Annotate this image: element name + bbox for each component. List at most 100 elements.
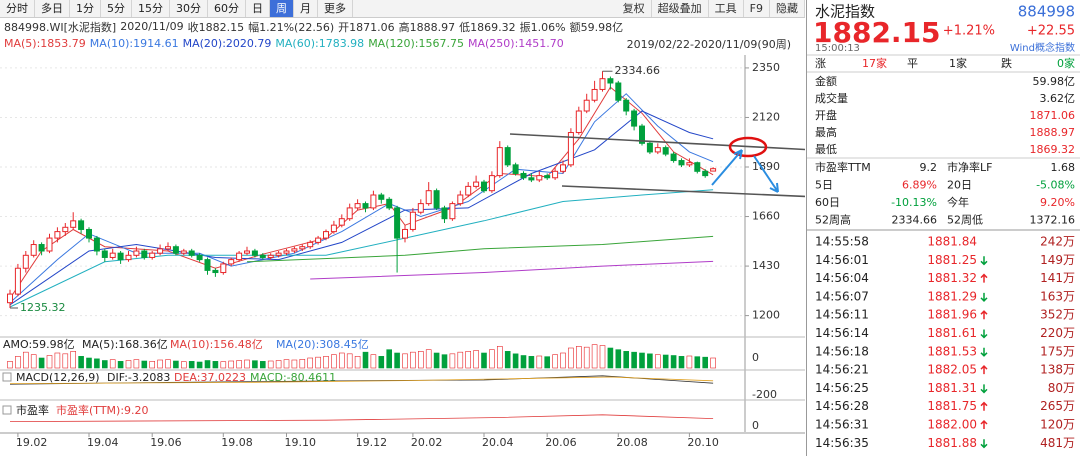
candle-body bbox=[251, 250, 258, 256]
tick-time: 14:56:01 bbox=[815, 253, 869, 267]
tick-time: 14:55:58 bbox=[815, 235, 869, 249]
ma-legend-item: MA(60):1783.98 bbox=[275, 37, 365, 50]
candle-body bbox=[599, 78, 606, 90]
pair-value: 1372.16 bbox=[1030, 214, 1076, 227]
pct: +1.21% bbox=[943, 24, 995, 39]
x-tick-label: 20.08 bbox=[616, 436, 648, 449]
tab[interactable]: 1分 bbox=[70, 0, 101, 17]
arrow-down bbox=[980, 292, 988, 302]
candle-body bbox=[196, 254, 203, 261]
tab[interactable]: 多日 bbox=[35, 0, 70, 17]
ma-legend: MA(5):1853.79 MA(10):1914.61 MA(20):2020.7… bbox=[0, 35, 805, 52]
tool-button[interactable]: 复权 bbox=[617, 0, 652, 17]
date-range: 2019/02/22-2020/11/09(90周) bbox=[626, 37, 791, 51]
candle-body bbox=[560, 164, 566, 172]
volume-bar bbox=[402, 353, 408, 369]
y-tick-label: 0 bbox=[752, 351, 759, 364]
row-value: 1871.06 bbox=[1030, 109, 1076, 122]
tick-price: 1881.75 bbox=[927, 399, 977, 413]
volume-bar bbox=[552, 354, 558, 369]
x-tick-label: 20.06 bbox=[545, 436, 577, 449]
panel-bg bbox=[807, 0, 1080, 456]
candle-body bbox=[30, 244, 37, 256]
volume-legend: MA(10):156.48亿 bbox=[170, 338, 263, 351]
tab[interactable]: 周 bbox=[270, 0, 294, 17]
tick-price: 1881.53 bbox=[927, 344, 977, 358]
volume-bar bbox=[591, 344, 598, 369]
candle-body bbox=[315, 237, 322, 243]
tool-button[interactable]: 隐藏 bbox=[770, 0, 805, 17]
pair-value: 9.20% bbox=[1040, 196, 1075, 209]
volume-bar bbox=[228, 360, 234, 369]
volume-bar bbox=[212, 361, 219, 369]
tool-button[interactable]: 工具 bbox=[709, 0, 744, 17]
volume-bar bbox=[433, 352, 440, 369]
tab[interactable]: 月 bbox=[294, 0, 318, 17]
arrow-down bbox=[980, 329, 988, 339]
volume-bar bbox=[631, 351, 637, 369]
volume-bar bbox=[338, 352, 345, 369]
volume-bar bbox=[22, 351, 29, 369]
volume-bar bbox=[157, 359, 163, 369]
info-item: 收1882.15 bbox=[187, 20, 245, 34]
arrow-up bbox=[980, 401, 988, 411]
pair-label: 52周低 bbox=[947, 214, 983, 227]
candle-body bbox=[504, 147, 511, 166]
volume-bar bbox=[149, 361, 155, 369]
candle-body bbox=[7, 293, 13, 304]
candle-body bbox=[346, 207, 353, 220]
candle-body bbox=[172, 246, 179, 254]
tab[interactable]: 30分 bbox=[170, 0, 208, 17]
volume-bar bbox=[220, 361, 227, 369]
tab[interactable]: 分时 bbox=[0, 0, 35, 17]
highlight-circle bbox=[728, 136, 768, 158]
candle-body bbox=[267, 254, 274, 258]
low-label: 1235.32 bbox=[20, 301, 66, 314]
tab[interactable]: 日 bbox=[246, 0, 270, 17]
pe-legend: 市盈率(TTM):9.20 bbox=[56, 403, 149, 417]
candle-body bbox=[481, 181, 487, 192]
volume-bar bbox=[370, 354, 377, 369]
x-tick-label: 19.12 bbox=[356, 436, 388, 449]
info-item: 低1869.32 bbox=[459, 20, 516, 34]
tick-price: 1881.88 bbox=[927, 436, 977, 450]
tab[interactable]: 60分 bbox=[208, 0, 246, 17]
info-item: 幅1.21%(22.56) bbox=[248, 20, 335, 34]
breadth: 17家 bbox=[862, 56, 887, 70]
tick-time: 14:56:18 bbox=[815, 344, 869, 358]
pair-label: 5日 bbox=[815, 179, 833, 192]
volume-bar bbox=[362, 351, 369, 369]
candle-body bbox=[449, 203, 456, 220]
info-item: 2020/11/09 bbox=[120, 20, 184, 33]
volume-bar bbox=[307, 357, 314, 369]
price: 1882.15 bbox=[813, 16, 941, 49]
volume-bar bbox=[528, 356, 535, 369]
arrow-down bbox=[980, 347, 988, 357]
tab[interactable]: 15分 bbox=[132, 0, 170, 17]
macd-line bbox=[9, 376, 714, 384]
tick-time: 14:56:04 bbox=[815, 271, 869, 285]
stock-code: 884998 bbox=[1018, 3, 1075, 21]
candle-body bbox=[575, 110, 582, 134]
tool-button[interactable]: F9 bbox=[744, 0, 770, 17]
tool-button[interactable]: 超级叠加 bbox=[652, 0, 709, 17]
tab[interactable]: 5分 bbox=[101, 0, 132, 17]
candle-body bbox=[228, 259, 235, 265]
candle-body bbox=[109, 252, 116, 258]
candle-body bbox=[394, 207, 401, 239]
volume-bar bbox=[686, 355, 693, 369]
pair-label: 市净率LF bbox=[947, 160, 992, 174]
candle-body bbox=[425, 190, 432, 205]
pair-value: 9.2 bbox=[920, 161, 938, 174]
volume-bar bbox=[7, 361, 13, 369]
row-label: 成交量 bbox=[815, 91, 848, 105]
volume-bar bbox=[346, 353, 353, 369]
volume-bar bbox=[94, 358, 100, 369]
volume-bar bbox=[331, 354, 337, 369]
volume-bar bbox=[15, 356, 21, 369]
tab[interactable]: 更多 bbox=[318, 0, 353, 17]
arrow-up bbox=[980, 365, 988, 375]
volume-bar bbox=[489, 349, 495, 369]
candle-body bbox=[607, 78, 614, 84]
volume-bar bbox=[568, 347, 574, 369]
